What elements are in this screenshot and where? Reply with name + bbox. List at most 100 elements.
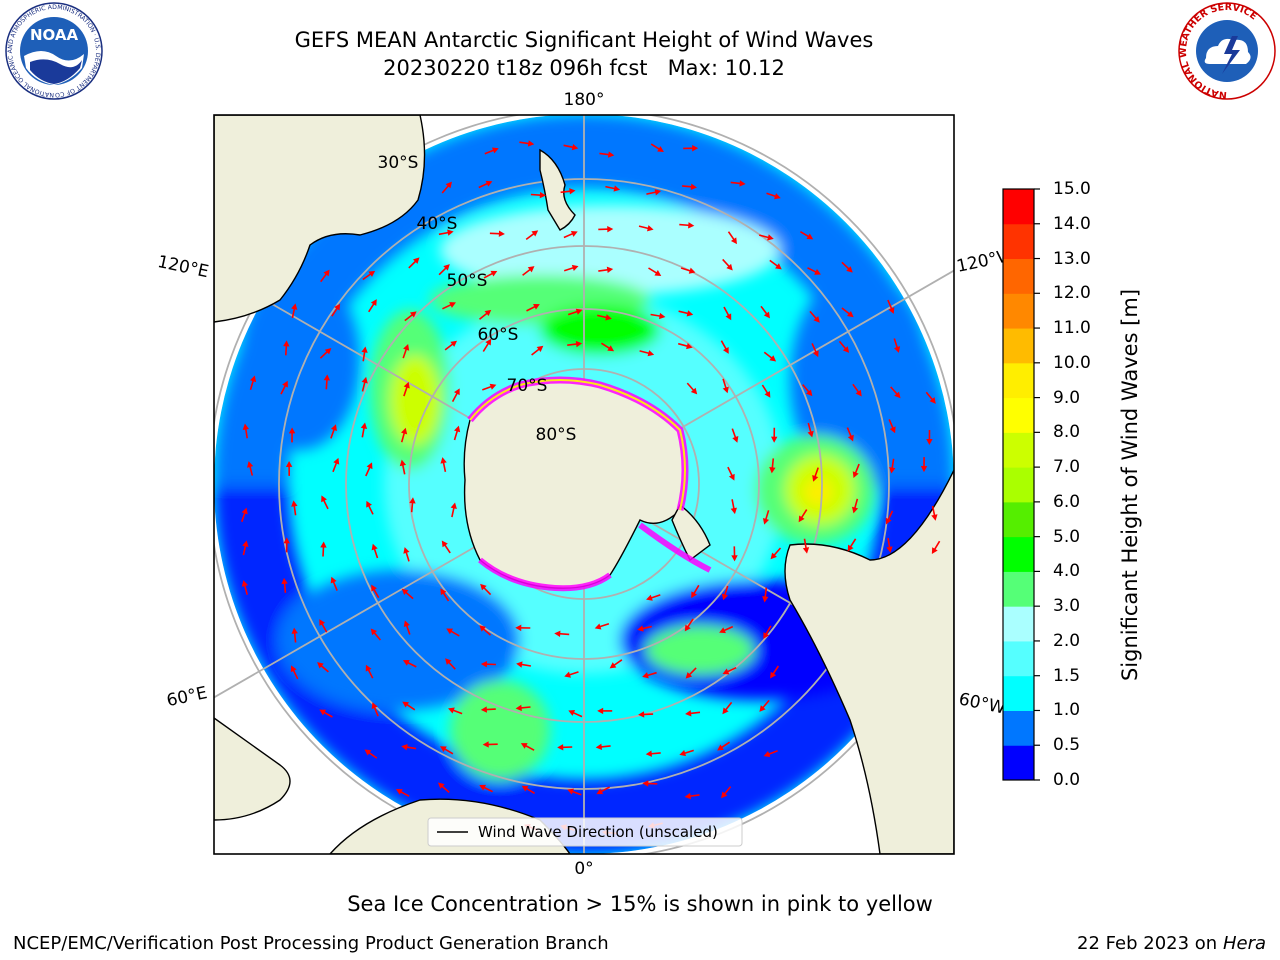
wave-arrow-head xyxy=(323,269,330,277)
noaa-logo: NATIONAL OCEANIC AND ATMOSPHERIC ADMINIS… xyxy=(2,2,103,100)
wave-arrow-head xyxy=(894,391,901,399)
wave-arrow-head xyxy=(851,506,859,514)
colorbar-tick-label: 15.0 xyxy=(1053,179,1091,199)
wave-arrow-head xyxy=(767,234,774,241)
lon-label-180: 180° xyxy=(564,90,605,110)
wave-arrow-head xyxy=(722,668,730,675)
wave-arrow-head xyxy=(812,475,819,482)
wave-arrow-head xyxy=(570,230,578,237)
wave-arrow-head xyxy=(479,784,487,791)
wave-arrow-head xyxy=(769,355,777,362)
wave-arrow-head xyxy=(447,229,454,236)
wave-arrow-head xyxy=(557,744,564,751)
wave-arrow-head xyxy=(317,662,324,669)
wave-arrow-head xyxy=(568,710,576,716)
wave-arrow-head xyxy=(445,181,453,189)
colorbar-segment xyxy=(1003,189,1034,225)
wave-arrow-head xyxy=(571,144,579,151)
lon-label-60w: 60°W xyxy=(957,689,1007,718)
wave-arrow-head xyxy=(806,233,814,240)
lat-label-40s: 40°S xyxy=(417,214,458,234)
wave-arrow-head xyxy=(684,792,691,800)
wave-arrow-head xyxy=(642,672,649,679)
wave-arrow-head xyxy=(330,424,337,432)
wave-arrow-head xyxy=(402,659,410,666)
colorbar-tick-label: 0.0 xyxy=(1053,770,1081,790)
wave-arrow-head xyxy=(657,146,664,153)
wave-arrow-head xyxy=(480,706,487,713)
wave-arrow-head xyxy=(409,311,417,318)
wave-arrow-head xyxy=(564,671,571,678)
wave-arrow-head xyxy=(812,350,819,358)
wave-arrow-head xyxy=(731,555,738,562)
lat-label-30s: 30°S xyxy=(378,153,419,173)
colorbar-segment xyxy=(1003,536,1034,572)
wave-arrow-head xyxy=(440,457,447,464)
colorbar-segment xyxy=(1003,675,1034,711)
wave-arrow-head xyxy=(926,438,933,445)
lon-label-120e: 120°E xyxy=(156,252,211,282)
wave-arrow-head xyxy=(759,705,766,712)
wave-arrow-head xyxy=(571,264,579,271)
wave-arrow-head xyxy=(364,749,372,756)
wave-arrow-head xyxy=(437,782,445,789)
wave-arrow-head xyxy=(291,627,298,634)
wave-arrow-head xyxy=(319,709,327,716)
colorbar-segment xyxy=(1003,710,1034,746)
lat-label-80s: 80°S xyxy=(536,425,577,445)
wave-arrow-head xyxy=(889,467,896,474)
wave-arrow-head xyxy=(607,225,614,233)
wave-arrow-head xyxy=(242,423,249,430)
wave-arrow-head xyxy=(637,625,644,632)
wave-arrow-head xyxy=(654,189,662,196)
wave-arrow-head xyxy=(333,457,340,465)
lat-label-60s: 60°S xyxy=(478,325,519,345)
wave-arrow-head xyxy=(692,145,699,152)
colorbar-tick-label: 6.0 xyxy=(1053,491,1081,512)
colorbar-tick-label: 9.0 xyxy=(1053,387,1081,408)
wave-arrow-head xyxy=(802,547,810,554)
wave-arrow-head xyxy=(688,222,695,229)
legend-label: Wind Wave Direction (unscaled) xyxy=(478,823,718,841)
wave-arrow-head xyxy=(401,743,408,751)
wave-arrow-head xyxy=(647,350,655,357)
colorbar-segment xyxy=(1003,467,1034,503)
wave-arrow-head xyxy=(798,515,805,523)
wave-arrow-head xyxy=(241,580,248,587)
wave-arrow-head xyxy=(847,544,854,552)
wave-arrow-head xyxy=(842,346,850,353)
wave-arrow-head xyxy=(597,707,604,715)
wave-arrow-head xyxy=(489,383,497,390)
wave-arrow-head xyxy=(334,303,341,311)
wave-arrow-head xyxy=(575,308,583,315)
wave-arrow-head xyxy=(646,225,654,232)
colorbar-segment xyxy=(1003,501,1034,538)
wave-arrow-head xyxy=(594,623,602,630)
wave-arrow-head xyxy=(368,270,376,277)
forecast-subtitle: 20230220 t18z 096h fcst Max: 10.12 xyxy=(383,56,785,80)
colorbar-tick-label: 2.0 xyxy=(1053,630,1081,651)
wave-arrow-head xyxy=(360,422,368,430)
wave-arrow-head xyxy=(931,547,938,555)
wave-arrow-head xyxy=(366,500,372,508)
wave-arrow-head xyxy=(721,791,728,799)
wave-arrow-head xyxy=(554,630,561,637)
wave-arrow-head xyxy=(321,495,327,503)
wave-arrow-head xyxy=(691,591,697,599)
wave-arrow-head xyxy=(717,744,724,751)
wave-arrow-head xyxy=(449,302,456,308)
wave-arrow-head xyxy=(527,266,535,273)
wave-arrow-head xyxy=(770,671,777,679)
wave-arrow-head xyxy=(370,628,378,636)
wave-arrow-head xyxy=(763,632,770,639)
wave-arrow-head xyxy=(443,264,450,271)
colorbar-segment xyxy=(1003,258,1034,294)
wave-arrow-head xyxy=(370,299,377,306)
wave-arrow-head xyxy=(893,346,901,353)
colorbar xyxy=(1003,188,1040,781)
wave-arrow-head xyxy=(690,183,697,191)
wave-arrow-head xyxy=(515,624,522,632)
colorbar-segment xyxy=(1003,640,1034,677)
wave-arrow-head xyxy=(607,345,615,352)
wave-arrow-head xyxy=(606,266,614,274)
